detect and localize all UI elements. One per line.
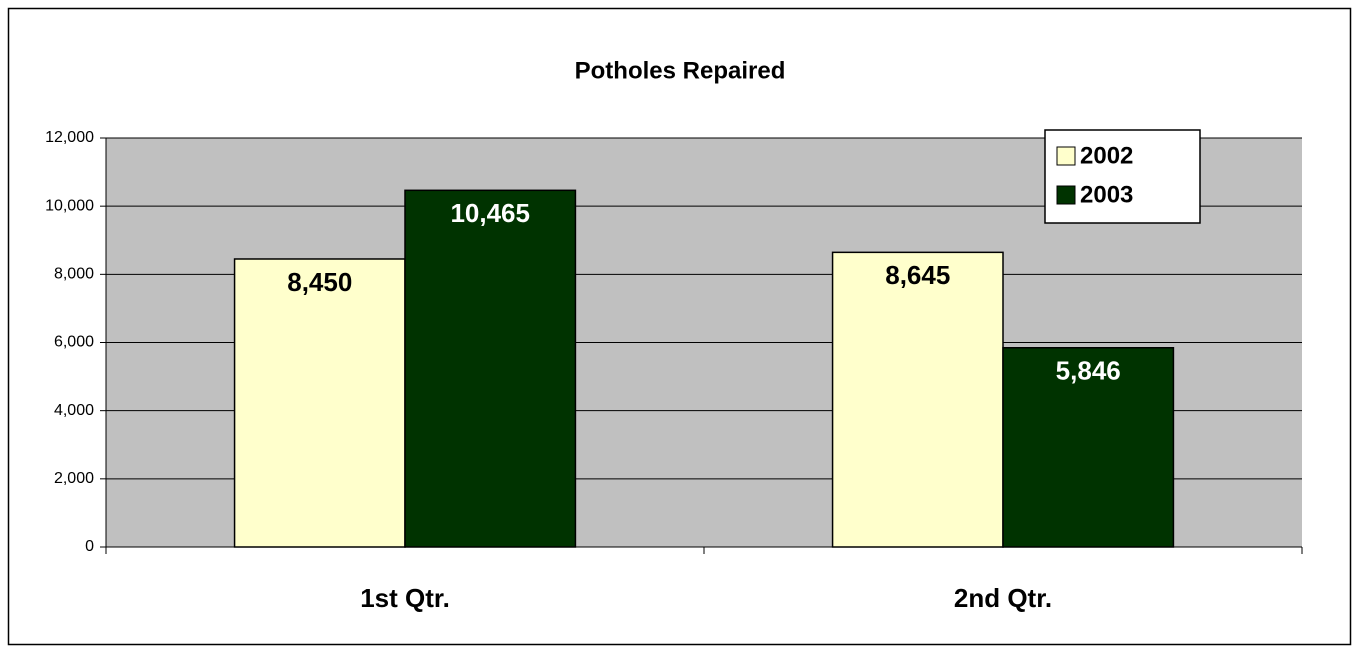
legend-label: 2002: [1080, 142, 1133, 169]
legend: 2002 2003: [1044, 129, 1201, 224]
y-tick-label: 6,000: [54, 334, 94, 351]
bar: [233, 258, 406, 548]
legend-box: [1044, 129, 1201, 224]
chart-title: Potholes Repaired: [575, 57, 786, 84]
y-tick-label: 0: [85, 538, 94, 555]
bar: [404, 189, 577, 548]
value-label: 8,450: [287, 267, 352, 297]
y-tick-label: 2,000: [54, 470, 94, 487]
legend-swatch: [1056, 185, 1076, 205]
y-tick-label: 8,000: [54, 266, 94, 283]
legend-swatch: [1056, 146, 1076, 166]
value-label: 10,465: [450, 198, 530, 228]
y-tick-label: 12,000: [45, 129, 94, 146]
y-tick-label: 4,000: [54, 402, 94, 419]
x-tick-label: 1st Qtr.: [360, 583, 450, 613]
y-tick-label: 10,000: [45, 197, 94, 214]
bar: [1002, 346, 1175, 548]
x-tick-label: 2nd Qtr.: [954, 583, 1052, 613]
bar: [831, 251, 1004, 548]
legend-label: 2003: [1080, 181, 1133, 208]
value-label: 8,645: [885, 260, 950, 290]
value-label: 5,846: [1056, 356, 1121, 386]
